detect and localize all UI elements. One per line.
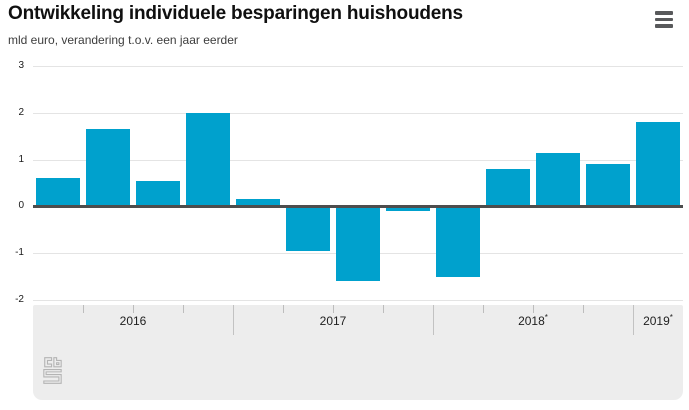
x-axis-band: 2016 2017 2018* 2019* <box>33 305 683 400</box>
gridline <box>33 112 683 114</box>
hamburger-line <box>655 11 673 15</box>
year-separator <box>233 305 234 335</box>
quarter-tick <box>333 305 334 313</box>
cbs-logo-letter-c <box>44 357 53 368</box>
bar[interactable] <box>486 168 530 207</box>
year-label-2018: 2018* <box>433 313 633 329</box>
quarter-tick <box>133 305 134 313</box>
hamburger-line <box>655 24 673 28</box>
quarter-tick <box>533 305 534 313</box>
y-tick-label: 2 <box>18 106 24 118</box>
year-label-text: 2017 <box>319 314 347 328</box>
plot-area <box>33 66 683 301</box>
y-tick-label: -1 <box>15 247 24 259</box>
bar[interactable] <box>336 206 380 282</box>
year-label-2017: 2017 <box>233 314 433 328</box>
quarter-tick <box>283 305 284 313</box>
y-tick-label: 3 <box>18 60 24 71</box>
quarter-tick <box>583 305 584 313</box>
bar[interactable] <box>536 152 580 207</box>
provisional-mark: * <box>544 313 548 322</box>
bar[interactable] <box>186 112 230 207</box>
quarter-tick <box>383 305 384 313</box>
year-label-text: 2016 <box>119 314 147 328</box>
bar[interactable] <box>386 206 430 212</box>
quarter-tick <box>183 305 184 313</box>
quarter-tick <box>83 305 84 313</box>
y-tick-label: 1 <box>18 153 24 165</box>
cbs-logo-letter-b-hole <box>56 362 60 366</box>
bar[interactable] <box>136 180 180 207</box>
bar[interactable] <box>36 178 80 207</box>
provisional-mark: * <box>669 313 673 322</box>
y-tick-label: 0 <box>18 200 24 212</box>
y-tick-label: -2 <box>15 294 24 305</box>
quarter-tick <box>483 305 484 313</box>
hamburger-menu-icon[interactable] <box>655 11 673 28</box>
bar[interactable] <box>236 199 280 207</box>
bar[interactable] <box>586 164 630 207</box>
bar[interactable] <box>86 129 130 207</box>
bar[interactable] <box>436 206 480 277</box>
cbs-logo-letter-b <box>53 357 62 368</box>
year-label-text: 2018 <box>518 314 545 328</box>
year-separator <box>633 305 634 335</box>
bar[interactable] <box>286 206 330 251</box>
chart-title: Ontwikkeling individuele besparingen hui… <box>8 3 463 24</box>
y-axis-labels: 3 2 1 0 -1 -2 <box>0 60 26 306</box>
cbs-logo <box>43 357 62 384</box>
year-label-2019: 2019* <box>633 313 683 329</box>
year-label-2016: 2016 <box>33 314 233 328</box>
chart-subtitle: mld euro, verandering t.o.v. een jaar ee… <box>8 33 238 47</box>
zero-line <box>33 205 683 209</box>
year-separator <box>433 305 434 335</box>
year-label-text: 2019 <box>643 314 670 328</box>
bar[interactable] <box>636 122 680 207</box>
hamburger-line <box>655 17 673 22</box>
cbs-logo-letter-s <box>43 369 62 384</box>
gridline <box>33 66 683 67</box>
gridline <box>33 159 683 161</box>
gridline <box>33 300 683 301</box>
